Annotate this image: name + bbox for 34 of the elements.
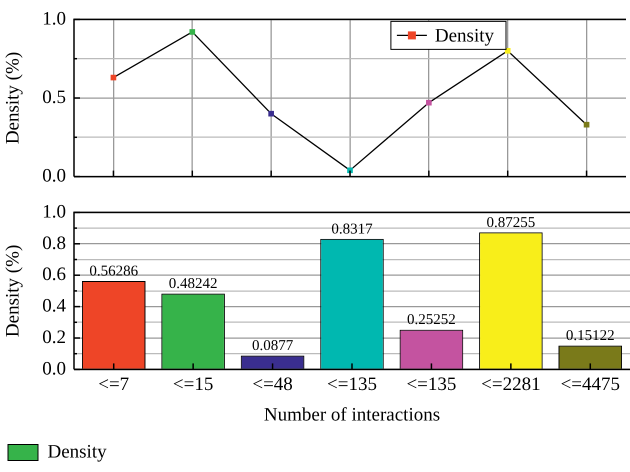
y-tick-label: 0.8 bbox=[42, 232, 66, 254]
y-axis-title: Density (%) bbox=[2, 244, 24, 338]
x-tick-label: <=7 bbox=[98, 374, 130, 395]
y-tick-label: 0.0 bbox=[42, 166, 66, 187]
y-tick-label: 0.5 bbox=[42, 86, 66, 108]
y-tick-label: 0.4 bbox=[42, 296, 66, 317]
point bbox=[426, 100, 432, 106]
point bbox=[110, 74, 116, 80]
x-tick-label: <=135 bbox=[406, 374, 456, 395]
y-tick-label: 0.0 bbox=[42, 358, 66, 380]
data-label: 0.87255 bbox=[486, 214, 536, 231]
y-axis-title: Density (%) bbox=[2, 52, 24, 144]
point bbox=[584, 122, 590, 128]
legend-label: Density bbox=[48, 441, 108, 462]
y-tick-label: 0.6 bbox=[42, 264, 66, 286]
x-tick-label: <=15 bbox=[172, 374, 214, 395]
x-tick-label: <=4475 bbox=[560, 374, 620, 395]
legend-label: Density bbox=[434, 25, 494, 46]
y-tick-label: 1.0 bbox=[42, 201, 66, 222]
y-tick-label: 1.0 bbox=[42, 8, 66, 30]
x-tick-label: <=2281 bbox=[481, 374, 541, 395]
x-tick-label: <=48 bbox=[252, 374, 293, 395]
point bbox=[189, 29, 196, 35]
data-label: 0.56286 bbox=[89, 263, 139, 280]
point bbox=[347, 167, 353, 174]
data-label: 0.15122 bbox=[566, 328, 615, 344]
x-tick-label: <=135 bbox=[327, 374, 377, 395]
data-label: 0.0877 bbox=[252, 338, 294, 354]
y-tick-label: 0.2 bbox=[42, 326, 66, 348]
data-label: 0.25252 bbox=[407, 312, 456, 328]
x-axis-title: Number of interactions bbox=[264, 404, 440, 426]
data-label: 0.48242 bbox=[168, 276, 218, 292]
point bbox=[268, 110, 274, 117]
data-label: 0.8317 bbox=[331, 221, 374, 238]
